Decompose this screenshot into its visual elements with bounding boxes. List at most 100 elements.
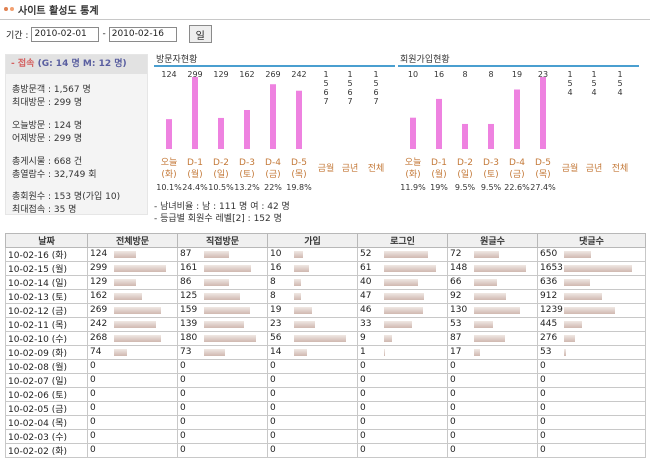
cell-signups: 16 (267, 261, 358, 276)
cell-bar (564, 250, 591, 258)
summary-panel: - 접속 (G: 14 명 M: 12 명) 총방문객 : 1,567 명 최대… (5, 54, 148, 215)
page-title-bar: 사이트 활성도 통계 (4, 3, 99, 17)
signup-chart-divider (398, 65, 639, 67)
cell-bar (204, 264, 251, 272)
col-header-logins: 로그인 (357, 233, 448, 248)
signup-chart-bar (410, 117, 416, 149)
cell-value: 10 (270, 249, 282, 260)
cell-value: 0 (180, 445, 186, 456)
signup-chart-bar (462, 123, 468, 149)
cell-bar (384, 264, 436, 272)
visitor-chart-bar (166, 119, 172, 149)
signup-chart-category-day-label: (금) (509, 169, 524, 180)
signup-bar-chart: 10 오늘(화) 11.9% 16 D-1(월) 19% 8 D-2(일) 9.5% 8 D-3 (토… (400, 70, 629, 192)
col-header-total-visits: 전체방문 (87, 233, 178, 248)
cell-bar (204, 292, 240, 300)
cell-date: 10-02-13 (토) (5, 289, 88, 304)
cell-value: 0 (180, 403, 186, 414)
cell-value: 0 (360, 445, 366, 456)
daily-view-button[interactable]: 일 (188, 25, 212, 43)
cell-value: 0 (360, 389, 366, 400)
cell-value: 33 (360, 319, 372, 330)
cell-value: 299 (90, 263, 108, 274)
signup-chart-category-day-label: (목) (535, 169, 550, 180)
cell-direct-visits: 0 (177, 373, 268, 388)
cell-bar (294, 264, 309, 272)
summary-heading-label: - 접속 (11, 59, 35, 69)
cell-logins: 0 (357, 429, 448, 444)
cell-logins: 0 (357, 401, 448, 416)
max-concurrent: 최대접속 : 35 명 (12, 205, 77, 215)
cell-value: 148 (450, 263, 468, 274)
cell-value: 0 (90, 361, 96, 372)
cell-date: 10-02-02 (화) (5, 443, 88, 458)
cell-value: 19 (270, 305, 282, 316)
cell-value: 0 (180, 375, 186, 386)
visitor-chart-category-label: D-3 (239, 158, 255, 168)
cell-total-visits: 124 (87, 247, 178, 262)
cell-value: 162 (90, 291, 108, 302)
signup-chart-percentage-label: 27.4% (530, 183, 556, 192)
cell-direct-visits: 180 (177, 331, 268, 346)
cell-bar (564, 278, 590, 286)
visitor-chart-category-label: D-5 (291, 158, 307, 168)
visitor-chart-value-label: 242 (291, 70, 306, 79)
signup-chart-percentage-label: 22.6% (504, 183, 530, 192)
cell-value: 0 (450, 431, 456, 442)
cell-bar (114, 348, 127, 356)
signup-chart-percentage-label: 9.5% (481, 183, 502, 192)
table-row: 10-02-04 (목) 0 0 0 0 0 0 (5, 415, 646, 430)
visitor-chart-category-day-label: (일) (213, 169, 228, 180)
signup-chart-category-day-label: (토) (483, 170, 498, 180)
cell-value: 53 (450, 319, 462, 330)
start-date-input[interactable] (31, 26, 100, 42)
cell-logins: 52 (357, 247, 448, 262)
cell-value: 0 (270, 375, 276, 386)
cell-bar (474, 250, 499, 258)
table-header-row: 날짜 전체방문 직접방문 가입 로그인 원글수 댓글수 (5, 233, 646, 248)
cell-bar (204, 306, 250, 314)
end-date-input[interactable] (108, 26, 177, 42)
visitor-chart-category-label: D-1 (187, 158, 203, 168)
cell-date: 10-02-07 (일) (5, 373, 88, 388)
signup-chart-percentage-label: 11.9% (400, 183, 426, 192)
cell-date: 10-02-10 (수) (5, 331, 88, 346)
cell-total-visits: 0 (87, 429, 178, 444)
cell-signups: 19 (267, 303, 358, 318)
signup-chart-value-label: 23 (538, 70, 548, 79)
cell-bar (474, 348, 480, 356)
signup-chart-value-label: 8 (462, 70, 467, 79)
cell-bar (474, 306, 520, 314)
signup-chart-category-label: D-1 (431, 158, 447, 168)
cell-logins: 61 (357, 261, 448, 276)
cell-bar (564, 348, 566, 356)
cell-total-visits: 0 (87, 415, 178, 430)
cell-value: 8 (270, 291, 276, 302)
cell-posts: 0 (447, 429, 538, 444)
date-range-label: 기간 : (6, 30, 29, 41)
cell-bar (114, 264, 166, 272)
signup-chart-value-label: 16 (434, 70, 444, 79)
cell-bar (204, 250, 229, 258)
signup-chart-total-category-label: 전체 (612, 163, 629, 174)
cell-value: 40 (360, 277, 372, 288)
cell-direct-visits: 73 (177, 345, 268, 360)
cell-total-visits: 162 (87, 289, 178, 304)
cell-total-visits: 0 (87, 373, 178, 388)
visitor-chart-value-label: 299 (187, 70, 202, 79)
cell-total-visits: 0 (87, 401, 178, 416)
cell-value: 9 (360, 333, 366, 344)
cell-logins: 0 (357, 359, 448, 374)
today-visitors: 오늘방문 : 124 명 (12, 121, 83, 131)
signup-chart-total-category-label: 금월 (562, 162, 579, 174)
cell-logins: 47 (357, 289, 448, 304)
cell-value: 0 (270, 417, 276, 428)
cell-value: 16 (270, 263, 282, 274)
cell-comments: 636 (537, 275, 646, 290)
cell-direct-visits: 125 (177, 289, 268, 304)
cell-bar (384, 348, 385, 356)
cell-signups: 0 (267, 429, 358, 444)
